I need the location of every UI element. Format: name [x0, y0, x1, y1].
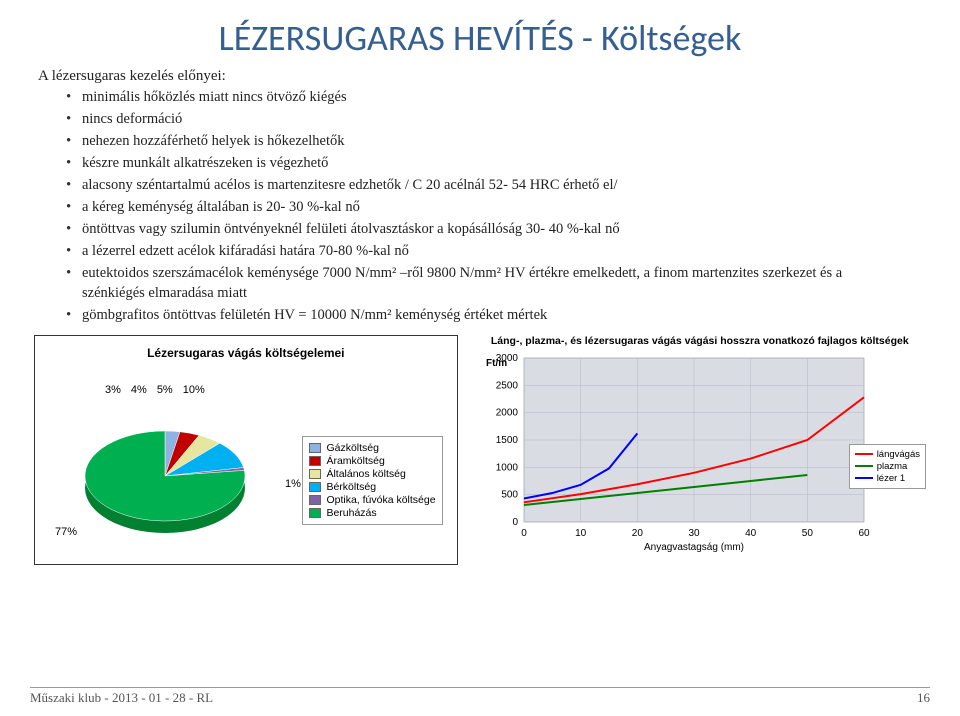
svg-text:60: 60 — [858, 528, 870, 539]
bullet-item: minimális hőközlés miatt nincs ötvöző ki… — [62, 87, 900, 107]
legend-item: Gázköltség — [309, 442, 435, 454]
bullet-item: gömbgrafitos öntöttvas felületén HV = 10… — [62, 305, 900, 325]
bullet-item: a lézerrel edzett acélok kifáradási hatá… — [62, 241, 900, 261]
svg-text:Anyagvastagság (mm): Anyagvastagság (mm) — [644, 542, 744, 552]
line-chart-container: Láng-, plazma-, és lézersugaras vágás vá… — [474, 335, 926, 565]
legend-item: Bérköltség — [309, 481, 435, 493]
pie-label-77: 77% — [55, 526, 77, 538]
legend-item: Beruházás — [309, 507, 435, 519]
bullet-item: eutektoidos szerszámacélok keménysége 70… — [62, 263, 900, 303]
legend-item: Áramköltség — [309, 455, 435, 467]
page-title: LÉZERSUGARAS HEVÍTÉS - Költségek — [30, 16, 930, 60]
svg-text:0: 0 — [512, 517, 518, 528]
pie-chart-container: Lézersugaras vágás költségelemei 3%4%5%1… — [34, 335, 458, 565]
svg-text:10: 10 — [575, 528, 587, 539]
footer-left: Műszaki klub - 2013 - 01 - 28 - RL — [30, 690, 213, 706]
intro-text: A lézersugaras kezelés előnyei: — [38, 68, 930, 85]
bullet-list: minimális hőközlés miatt nincs ötvöző ki… — [30, 87, 930, 325]
footer-right: 16 — [917, 690, 930, 706]
svg-text:50: 50 — [801, 528, 813, 539]
bullet-item: a kéreg keménység általában is 20- 30 %-… — [62, 197, 900, 217]
pie-label-1: 1% — [285, 478, 301, 490]
svg-text:20: 20 — [631, 528, 643, 539]
pie-title: Lézersugaras vágás költségelemei — [35, 346, 457, 360]
bullet-item: öntöttvas vagy szilumin öntvényeknél fel… — [62, 219, 900, 239]
bullet-item: készre munkált alkatrészeken is végezhet… — [62, 153, 900, 173]
svg-text:500: 500 — [501, 489, 518, 500]
svg-text:40: 40 — [745, 528, 757, 539]
legend-item: plazma — [855, 461, 920, 472]
pie-legend: GázköltségÁramköltségÁltalános költségBé… — [302, 436, 442, 525]
page-footer: Műszaki klub - 2013 - 01 - 28 - RL 16 — [30, 687, 930, 706]
legend-item: Optika, fúvóka költsége — [309, 494, 435, 506]
pie-top-labels: 3%4%5%10% — [105, 384, 205, 396]
bullet-item: nehezen hozzáférhető helyek is hőkezelhe… — [62, 131, 900, 151]
svg-text:30: 30 — [688, 528, 700, 539]
legend-item: lángvágás — [855, 449, 920, 460]
bullet-item: alacsony széntartalmú acélos is martenzi… — [62, 175, 900, 195]
line-title: Láng-, plazma-, és lézersugaras vágás vá… — [474, 335, 926, 348]
svg-text:1500: 1500 — [495, 435, 518, 446]
svg-text:2000: 2000 — [495, 407, 518, 418]
pie-chart — [65, 406, 265, 546]
bullet-item: nincs deformáció — [62, 109, 900, 129]
legend-item: lézer 1 — [855, 473, 920, 484]
line-chart: 0500100015002000250030000102030405060Ft/… — [474, 352, 874, 552]
svg-text:1000: 1000 — [495, 462, 518, 473]
line-legend: lángvágásplazmalézer 1 — [849, 444, 926, 489]
svg-text:Ft/m: Ft/m — [486, 358, 507, 369]
svg-text:0: 0 — [521, 528, 527, 539]
svg-text:2500: 2500 — [495, 380, 518, 391]
legend-item: Általános költség — [309, 468, 435, 480]
